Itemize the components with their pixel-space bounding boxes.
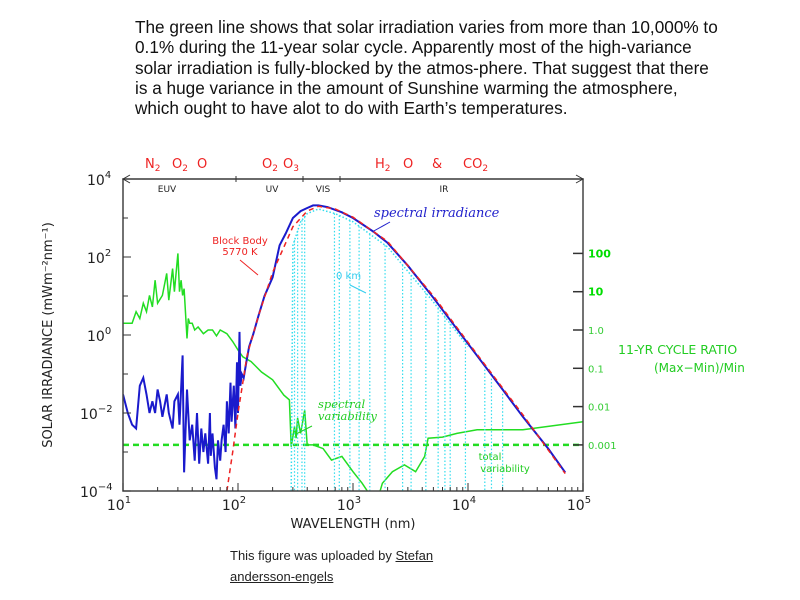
total-variability-label-1: total	[479, 452, 502, 463]
spectral-irradiance-arrow	[371, 221, 391, 233]
absorber-label: O	[197, 157, 207, 172]
x-tick-exponent: 4	[470, 495, 476, 506]
x-tick-exponent: 5	[585, 495, 591, 506]
y2-tick-label: 10	[588, 286, 604, 299]
y-tick-label: 104	[87, 170, 111, 189]
x-tick-label: 105	[567, 495, 591, 514]
series-group	[123, 204, 583, 491]
total-variability-label-2: variability	[480, 464, 530, 475]
zero-km-arrow	[349, 284, 367, 294]
y2-tick-label: 0.01	[588, 403, 610, 414]
absorber-subscript: 2	[385, 164, 391, 174]
region-uv: UV	[266, 185, 280, 195]
absorber-label: CO2	[463, 157, 488, 174]
y2-tick-label: 100	[588, 247, 611, 260]
spectral-irradiance-label: spectral irradiance	[374, 206, 500, 221]
y-tick-exponent: 4	[105, 170, 111, 181]
y-tick-exponent: −2	[98, 404, 113, 415]
blackbody-arrow	[239, 259, 259, 276]
x-tick-exponent: 1	[125, 495, 131, 506]
y-tick-label: 100	[87, 326, 111, 345]
y2-tick-label: 0.001	[588, 441, 617, 452]
y2-tick-label: 0.1	[588, 364, 604, 375]
region-arrow	[121, 174, 585, 184]
caption-prefix: This figure was uploaded by	[230, 548, 396, 563]
y2-tick-label: 1.0	[588, 326, 604, 337]
absorber-label: N2	[145, 157, 160, 174]
y-tick-exponent: 0	[105, 326, 111, 337]
series-layer	[123, 204, 583, 491]
y-tick-exponent: 2	[105, 248, 111, 259]
absorber-subscript: 2	[155, 164, 161, 174]
series-block-body-5770-k	[226, 205, 566, 491]
y-tick-label: 10−2	[80, 404, 113, 423]
x-tick-exponent: 2	[240, 495, 246, 506]
y2-axis-title-2: (Max−Min)/Min	[654, 361, 745, 375]
y2-axis-title-1: 11-YR CYCLE RATIO	[618, 342, 737, 357]
absorber-subscript: 2	[482, 164, 488, 174]
region-ir: IR	[440, 185, 449, 195]
series-spectral-variability	[123, 253, 583, 491]
absorber-label: &	[432, 157, 442, 172]
author-link[interactable]: Stefan andersson-engels	[230, 548, 434, 584]
blackbody-label-2: 5770 K	[222, 247, 258, 258]
spectral-variability-label-1: spectral	[318, 397, 365, 411]
absorber-subscript: 2	[272, 164, 278, 174]
absorber-label: O3	[283, 157, 299, 174]
x-axis-title: WAVELENGTH (nm)	[291, 517, 416, 532]
y-tick-label: 102	[87, 248, 111, 267]
series-spectral-irradiance	[123, 204, 567, 480]
absorber-subscript: 2	[182, 164, 188, 174]
series-0-km	[290, 208, 469, 491]
region-vis: VIS	[316, 185, 331, 195]
absorber-label: O	[403, 157, 413, 172]
spectral-variability-arrow	[295, 425, 313, 435]
absorber-subscript: 3	[293, 164, 299, 174]
spectral-variability-label-2: variability	[318, 409, 377, 423]
blackbody-label-1: Block Body	[212, 236, 268, 247]
absorber-label: O2	[172, 157, 188, 174]
y-axis-title: SOLAR IRRADIANCE (mWm⁻²nm⁻¹)	[41, 222, 56, 448]
ticks-layer: 101 102 103 104 10510410210010−210−4100101.0…	[80, 170, 617, 514]
region-euv: EUV	[158, 185, 177, 195]
intro-paragraph: The green line shows that solar irradiat…	[135, 17, 718, 119]
x-tick-label: 104	[452, 495, 476, 514]
absorber-labels: N2 O2 O O2 O3 H2 O & CO2	[145, 157, 488, 174]
y-tick-exponent: −4	[98, 482, 113, 493]
x-tick-label: 101	[107, 495, 131, 514]
x-tick-label: 103	[337, 495, 361, 514]
zero-km-label: 0 km	[336, 271, 361, 282]
figure-caption: This figure was uploaded by Stefan ander…	[230, 545, 490, 587]
absorber-label: O2	[262, 157, 278, 174]
x-tick-exponent: 3	[355, 495, 361, 506]
x-tick-label: 102	[222, 495, 246, 514]
absorber-label: H2	[375, 157, 391, 174]
